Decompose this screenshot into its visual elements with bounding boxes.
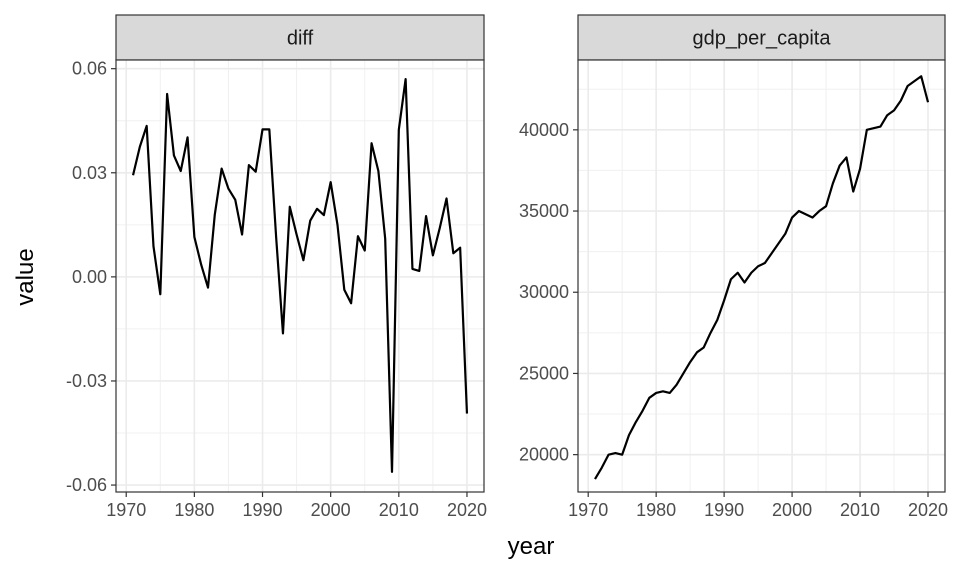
y-tick-label: 25000 — [519, 363, 569, 383]
x-tick-label: 2000 — [311, 500, 351, 520]
x-tick-label: 1990 — [242, 500, 282, 520]
y-tick-label: 40000 — [519, 120, 569, 140]
x-tick-label: 2020 — [447, 500, 487, 520]
panel-border — [577, 59, 946, 493]
panel-border — [115, 59, 485, 493]
y-tick-label: 0.03 — [72, 163, 107, 183]
plot-background — [116, 60, 484, 492]
y-tick-label: 0.00 — [72, 267, 107, 287]
x-axis-title: year — [508, 533, 555, 560]
y-axis-title: value — [12, 248, 39, 305]
x-tick-label: 2020 — [908, 500, 948, 520]
series-line-0 — [594, 75, 930, 480]
panel-diff: diff -0.06 -0.03 0.00 0.03 0.06 1970 1980 1990 20… — [66, 14, 487, 520]
y-tick-label: 0.06 — [72, 59, 107, 79]
x-tick-label: 1980 — [174, 500, 214, 520]
strip-label: diff — [287, 28, 314, 50]
strip-label: gdp_per_capita — [693, 28, 832, 50]
y-tick-label: 35000 — [519, 201, 569, 221]
panel-gdp-per-capita: gdp_per_capita 20000 25000 30000 35000 40000 1… — [519, 14, 948, 520]
x-tick-label: 2000 — [772, 500, 812, 520]
x-tick-label: 1970 — [106, 500, 146, 520]
x-tick-label: 1970 — [568, 500, 608, 520]
x-tick-label: 2010 — [840, 500, 880, 520]
y-tick-label: -0.03 — [66, 371, 107, 391]
series-line-0 — [131, 77, 469, 473]
x-tick-label: 2010 — [379, 500, 419, 520]
y-tick-label: -0.06 — [66, 475, 107, 495]
plot-background — [578, 60, 945, 492]
x-tick-label: 1990 — [704, 500, 744, 520]
x-tick-label: 1980 — [636, 500, 676, 520]
y-tick-label: 30000 — [519, 282, 569, 302]
strip-background — [115, 14, 485, 61]
y-tick-label: 20000 — [519, 445, 569, 465]
